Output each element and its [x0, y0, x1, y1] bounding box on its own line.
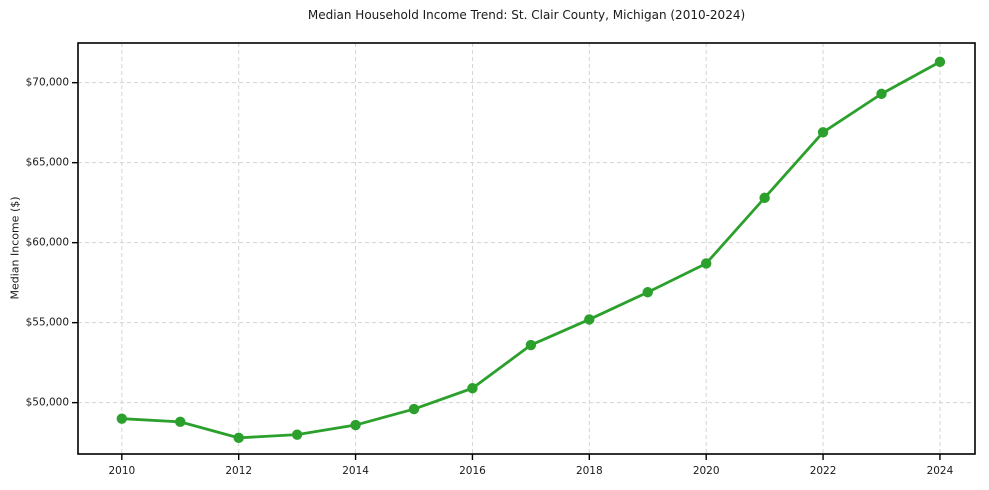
data-point-2017 — [525, 339, 537, 351]
data-point-2015 — [408, 403, 420, 415]
x-tick-label: 2018 — [576, 465, 603, 477]
data-point-2011 — [175, 416, 186, 428]
y-tick-label: $70,000 — [26, 77, 69, 89]
data-point-2020 — [700, 258, 712, 269]
data-point-2010 — [116, 413, 128, 424]
data-point-2018 — [584, 314, 595, 325]
y-tick-label: $55,000 — [26, 317, 69, 329]
x-tick-label: 2014 — [342, 465, 369, 477]
x-tick-label: 2010 — [108, 465, 135, 477]
data-point-2012 — [233, 432, 244, 444]
data-point-2013 — [291, 429, 303, 440]
data-point-2024 — [934, 56, 946, 68]
plot-border — [77, 42, 976, 455]
x-tick-label: 2016 — [459, 465, 486, 477]
y-tick-label: $60,000 — [26, 237, 69, 249]
data-point-2014 — [350, 419, 361, 431]
data-point-2022 — [817, 127, 829, 138]
y-tick-label: $50,000 — [26, 397, 69, 409]
chart-title: Median Household Income Trend: St. Clair… — [307, 8, 746, 22]
x-tick-label: 2024 — [927, 465, 954, 477]
data-point-2019 — [642, 287, 653, 298]
x-tick-label: 2022 — [810, 465, 837, 477]
x-tick-label: 2020 — [693, 465, 720, 477]
data-point-2023 — [876, 88, 887, 100]
y-tick-label: $65,000 — [26, 157, 69, 169]
data-point-2016 — [467, 383, 478, 394]
data-point-2021 — [759, 192, 770, 204]
x-tick-label: 2012 — [225, 465, 252, 477]
trend-line — [120, 60, 942, 440]
